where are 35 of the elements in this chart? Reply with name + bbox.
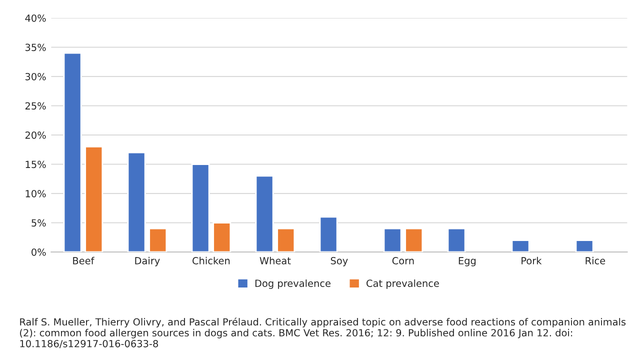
bar	[127, 152, 146, 252]
bar	[404, 228, 424, 252]
x-tick-label: Chicken	[192, 256, 230, 264]
x-tick-label: Dairy	[135, 256, 160, 266]
legend-label: Dog prevalence	[255, 279, 330, 289]
y-tick-label: 0%	[32, 248, 46, 256]
y-tick-label: 30%	[25, 72, 46, 80]
x-tick-label: Pork	[522, 256, 542, 264]
y-tick-label: 20%	[25, 131, 46, 139]
bar	[191, 164, 210, 252]
x-tick-label: Rice	[586, 256, 606, 264]
legend-label: Cat prevalence	[366, 279, 439, 289]
x-tick-label: Soy	[330, 257, 348, 266]
bar	[63, 52, 82, 252]
y-tick-label: 5%	[32, 219, 46, 227]
y-tick-label: 10%	[26, 190, 46, 198]
bar	[511, 240, 530, 252]
bar	[212, 222, 232, 252]
x-tick-label: Corn	[392, 257, 414, 264]
x-tick-label: Beef	[73, 256, 94, 264]
bar	[319, 216, 338, 252]
bar	[255, 175, 274, 252]
bar	[276, 228, 296, 252]
y-tick-label: 35%	[25, 44, 46, 52]
y-tick-label: 15%	[26, 160, 46, 168]
text: Ralf S. Mueller, Thierry Olivry, and Pascal Prélaud. Critically appraised topic on adverse food reactions of companion animals (2): common food allergen sources in dogs and cats. BMC Vet Res. 2016; 12: 9. Published online 2016 Jan 12. doi: 10.1186/s12917-016-0633-8	[20, 318, 626, 348]
bar	[148, 228, 168, 252]
bar	[447, 228, 466, 252]
bar	[84, 146, 104, 252]
bar	[383, 228, 402, 252]
x-tick-label: Egg	[458, 257, 476, 266]
x-tick-label: Wheat	[260, 256, 291, 264]
y-tick-label: 25%	[25, 102, 46, 110]
bar	[575, 240, 594, 252]
y-tick-label: 40%	[25, 14, 46, 22]
